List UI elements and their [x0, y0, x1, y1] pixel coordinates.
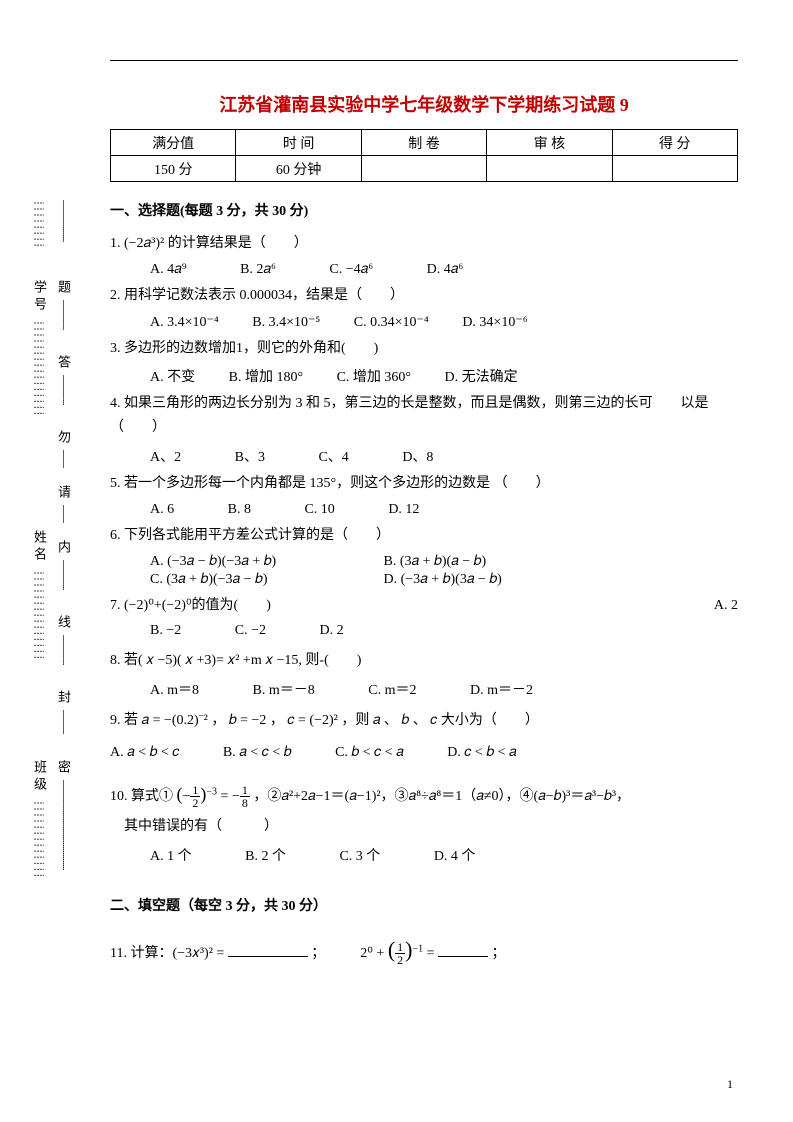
q5-opts: A. 6 B. 8 C. 10 D. 12: [150, 502, 738, 518]
q6-b: B. (3𝑎 + 𝑏)(𝑎 − 𝑏): [384, 554, 487, 569]
q2-text: 2. 用科学记数法表示 0.000034，结果是（ ）: [110, 284, 738, 308]
q7-text: 7. (−2)⁰+(−2)⁰的值为( ) A. 2: [110, 594, 738, 618]
q9-b: B. 𝑎 < 𝑐 < 𝑏: [223, 741, 292, 765]
q5-b: B. 8: [228, 502, 251, 518]
q10-c: C. 3 个: [339, 845, 380, 865]
q11-frac: 12: [395, 941, 405, 966]
q7-stem: 7. (−2)⁰+(−2)⁰的值为( ): [110, 598, 271, 613]
q4-c: C、4: [318, 446, 348, 466]
q2-opts: A. 3.4×10⁻⁴ B. 3.4×10⁻⁵ C. 0.34×10⁻⁴ D. …: [150, 314, 738, 331]
q6-text: 6. 下列各式能用平方差公式计算的是（ ）: [110, 524, 738, 548]
q8-d: D. m＝－2: [470, 679, 533, 699]
q7-a: A. 2: [714, 594, 738, 618]
q10-exp: −3: [206, 786, 217, 797]
hdr-col-4: 得 分: [612, 130, 737, 156]
q1-text: 1. (−2𝑎³)² 的计算结果是（ ）: [110, 232, 738, 256]
q10-frac-2: 18: [240, 784, 250, 809]
q8-c: C. m＝2: [368, 679, 416, 699]
q5-c: C. 10: [304, 502, 334, 518]
q4-a: A、2: [150, 446, 181, 466]
q11-paren-l: (: [388, 937, 395, 962]
hdr-col-1: 时 间: [236, 130, 361, 156]
section-1-heading: 一、选择题(每题 3 分，共 30 分): [110, 200, 738, 220]
q5-a: A. 6: [150, 502, 174, 518]
q3-b: B. 增加 180°: [229, 366, 303, 386]
q6-opts: A. (−3𝑎 − 𝑏)(−3𝑎 + 𝑏) B. (3𝑎 + 𝑏)(𝑎 − 𝑏)…: [150, 554, 738, 588]
q11-blank-1[interactable]: [228, 943, 308, 957]
q2-b: B. 3.4×10⁻⁵: [252, 314, 320, 331]
hdr-val-2: [361, 156, 486, 182]
q4-text: 4. 如果三角形的两边长分别为 3 和 5，第三边的长是整数，而且是偶数，则第三…: [110, 392, 738, 440]
hdr-col-0: 满分值: [111, 130, 236, 156]
q10-stem-b: ，②𝑎²+2𝑎−1＝(𝑎−1)²，③𝑎⁸÷𝑎⁸＝1（𝑎≠0），④(𝑎−𝑏)³＝𝑎…: [253, 789, 630, 804]
q4-opts: A、2 B、3 C、4 D、8: [150, 446, 738, 466]
q3-text: 3. 多边形的边数增加1，则它的外角和( ): [110, 337, 738, 361]
q5-d: D. 12: [388, 502, 419, 518]
q9-a: A. 𝑎 < 𝑏 < 𝑐: [110, 741, 179, 765]
q3-opts: A. 不变 B. 增加 180° C. 增加 360° D. 无法确定: [150, 366, 738, 386]
q1-c: C. −4𝑎⁶: [329, 262, 373, 278]
q6-c: C. (3𝑎 + 𝑏)(−3𝑎 − 𝑏): [150, 572, 380, 588]
q10-neg: −: [183, 789, 191, 804]
q11-exp: −1: [412, 944, 423, 955]
q11-a: 11. 计算：(−3𝑥³)² =: [110, 946, 224, 961]
hdr-val-3: [487, 156, 612, 182]
q4-d: D、8: [402, 446, 433, 466]
top-rule: [110, 60, 738, 61]
q1-d: D. 4𝑎⁶: [427, 262, 464, 278]
hdr-val-4: [612, 156, 737, 182]
q3-a: A. 不变: [150, 366, 195, 386]
q11-d: ；: [492, 946, 506, 961]
q3-c: C. 增加 360°: [337, 366, 411, 386]
q1-a: A. 4𝑎⁹: [150, 262, 187, 278]
q8-text: 8. 若( 𝑥 −5)( 𝑥 +3)= 𝑥² +m 𝑥 −15, 则-( ): [110, 649, 738, 673]
q1-b: B. 2𝑎⁶: [240, 262, 276, 278]
q3-d: D. 无法确定: [445, 366, 518, 386]
q1-opts: A. 4𝑎⁹ B. 2𝑎⁶ C. −4𝑎⁶ D. 4𝑎⁶: [150, 262, 738, 278]
q7-c: C. −2: [235, 623, 266, 639]
header-table: 满分值 时 间 制 卷 审 核 得 分 150 分 60 分钟: [110, 129, 738, 182]
q2-c: C. 0.34×10⁻⁴: [354, 314, 429, 331]
hdr-col-3: 审 核: [487, 130, 612, 156]
q7-d: D. 2: [319, 623, 343, 639]
q6-a: A. (−3𝑎 − 𝑏)(−3𝑎 + 𝑏): [150, 554, 380, 570]
hdr-val-0: 150 分: [111, 156, 236, 182]
section-2-heading: 二、填空题（每空 3 分，共 30 分）: [110, 895, 738, 915]
q10-stem-c: 其中错误的有（ ）: [124, 815, 738, 839]
exam-title: 江苏省灌南县实验中学七年级数学下学期练习试题 9: [110, 91, 738, 117]
q2-d: D. 34×10⁻⁶: [462, 314, 527, 331]
q8-a: A. m＝8: [150, 679, 199, 699]
hdr-col-2: 制 卷: [361, 130, 486, 156]
q8-opts: A. m＝8 B. m＝－8 C. m＝2 D. m＝－2: [150, 679, 738, 699]
q11-b: ； 2⁰ +: [311, 946, 384, 961]
q7-b: B. −2: [150, 623, 181, 639]
q10-d: D. 4 个: [434, 845, 476, 865]
q10-frac-1: 12: [190, 784, 200, 809]
q6-d: D. (−3𝑎 + 𝑏)(3𝑎 − 𝑏): [384, 572, 502, 587]
q8-b: B. m＝－8: [253, 679, 315, 699]
q10-text: 10. 算式① (−12)−3 = −18 ，②𝑎²+2𝑎−1＝(𝑎−1)²，③…: [110, 779, 738, 810]
q9-c: C. 𝑏 < 𝑐 < 𝑎: [335, 741, 404, 765]
table-row: 150 分 60 分钟: [111, 156, 738, 182]
page-number: 1: [727, 1077, 733, 1092]
q5-text: 5. 若一个多边形每一个内角都是 135°，则这个多边形的边数是 （ ）: [110, 472, 738, 496]
table-row: 满分值 时 间 制 卷 审 核 得 分: [111, 130, 738, 156]
q10-a: A. 1 个: [150, 845, 192, 865]
q10-stem-a: 10. 算式①: [110, 789, 173, 804]
q4-b: B、3: [235, 446, 265, 466]
q10-opts: A. 1 个 B. 2 个 C. 3 个 D. 4 个: [150, 845, 738, 865]
q10-eq: = −: [221, 789, 240, 804]
q9-d: D. 𝑐 < 𝑏 < 𝑎: [447, 741, 516, 765]
q10-b: B. 2 个: [245, 845, 286, 865]
q11-blank-2[interactable]: [438, 943, 488, 957]
q2-a: A. 3.4×10⁻⁴: [150, 314, 219, 331]
hdr-val-1: 60 分钟: [236, 156, 361, 182]
q9-opts: A. 𝑎 < 𝑏 < 𝑐 B. 𝑎 < 𝑐 < 𝑏 C. 𝑏 < 𝑐 < 𝑎 D…: [110, 741, 738, 765]
q9-text: 9. 若 𝑎 = −(0.2)⁻² ， 𝑏 = −2 ， 𝑐 = (−2)² ，…: [110, 709, 738, 733]
q11-c: =: [427, 946, 438, 961]
q11: 11. 计算：(−3𝑥³)² = ； 2⁰ + (12)−1 = ；: [110, 931, 738, 968]
q7-opts: B. −2 C. −2 D. 2: [150, 623, 738, 639]
